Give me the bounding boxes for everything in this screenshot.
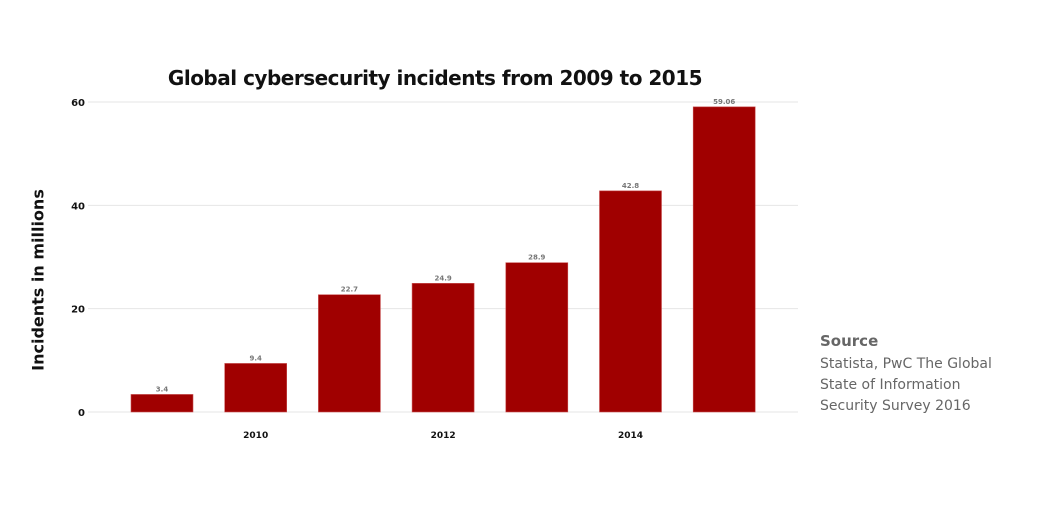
source-title: Source (820, 332, 879, 350)
data-label: 28.9 (528, 254, 545, 262)
source-block: Source Statista, PwC The Global State of… (820, 332, 1020, 417)
chart-title: Global cybersecurity incidents from 2009… (167, 66, 703, 90)
data-label: 9.4 (249, 354, 262, 362)
y-tick-label: 60 (71, 98, 85, 109)
data-label: 22.7 (341, 286, 358, 294)
y-tick-label: 20 (71, 305, 85, 316)
data-label: 3.4 (156, 385, 169, 393)
source-text: Statista, PwC The Global State of Inform… (820, 356, 992, 414)
data-label: 24.9 (434, 274, 451, 282)
y-tick-label: 0 (78, 408, 85, 419)
data-label: 59.06 (713, 98, 735, 106)
x-tick-label: 2014 (618, 431, 643, 441)
bar-2010 (224, 363, 287, 413)
x-tick-label: 2012 (431, 431, 456, 441)
bar-2011 (318, 294, 381, 413)
bar-2013 (505, 262, 569, 413)
bar-2014 (599, 190, 662, 413)
bar-2012 (411, 283, 475, 413)
y-tick-label: 40 (71, 201, 85, 212)
data-label: 42.8 (622, 182, 639, 190)
x-tick-label: 2010 (243, 431, 268, 441)
bar-2015 (692, 106, 756, 413)
bar-2009 (130, 394, 194, 413)
